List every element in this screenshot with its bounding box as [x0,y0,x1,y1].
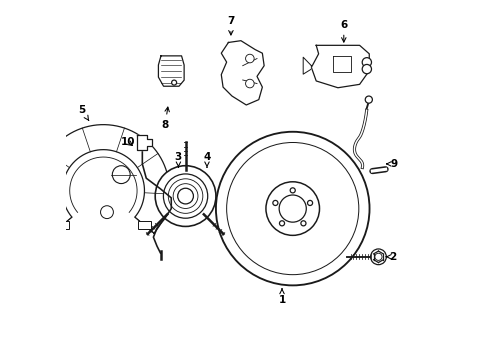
FancyBboxPatch shape [138,221,151,229]
Circle shape [365,96,372,103]
Circle shape [265,182,319,235]
Text: 9: 9 [386,159,397,169]
Polygon shape [332,56,351,72]
Text: 8: 8 [161,107,169,130]
Circle shape [112,166,130,184]
Text: 2: 2 [386,252,396,262]
Circle shape [178,189,193,204]
Text: 5: 5 [78,105,89,121]
Circle shape [370,249,386,265]
Circle shape [226,143,358,275]
Circle shape [279,221,284,226]
Polygon shape [303,57,311,74]
Polygon shape [158,56,184,86]
Circle shape [362,64,371,74]
Polygon shape [311,45,368,88]
Circle shape [374,253,381,260]
Circle shape [155,166,216,226]
FancyBboxPatch shape [56,221,69,229]
Circle shape [279,195,305,222]
Circle shape [101,206,113,219]
Text: 4: 4 [203,152,210,167]
Circle shape [177,188,193,204]
Circle shape [173,184,198,208]
Circle shape [216,132,369,285]
Circle shape [362,58,371,67]
Text: 6: 6 [340,19,346,42]
Text: 1: 1 [278,289,285,305]
Circle shape [163,174,207,218]
Circle shape [245,79,254,88]
Circle shape [245,54,254,63]
Circle shape [289,188,295,193]
Circle shape [272,201,277,206]
Text: 3: 3 [174,152,182,167]
Polygon shape [37,125,169,233]
Circle shape [300,221,305,226]
Circle shape [168,179,203,213]
Polygon shape [221,41,264,105]
Polygon shape [137,135,151,150]
Circle shape [307,201,312,206]
Text: 10: 10 [121,138,135,148]
Circle shape [171,80,176,85]
Text: 7: 7 [227,16,234,35]
